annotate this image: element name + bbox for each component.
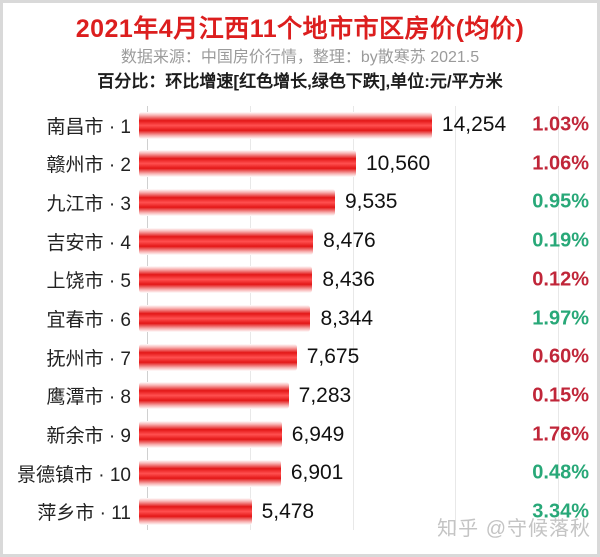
gridline-15000 xyxy=(455,105,457,530)
chart-row: 抚州市 · 7 7,675 0.60% xyxy=(3,338,597,377)
watermark: 知乎 @守候落秋 xyxy=(437,518,591,540)
chart-row: 景德镇市 · 10 6,901 0.48% xyxy=(3,454,597,493)
value-label: 9,535 xyxy=(344,190,398,214)
value-label: 10,560 xyxy=(366,151,431,175)
value-label: 7,675 xyxy=(306,345,360,369)
pct-label: 1.03% xyxy=(532,113,589,136)
value-label: 14,254 xyxy=(441,113,507,137)
value-label: 6,901 xyxy=(290,461,344,485)
pct-label: 0.60% xyxy=(532,345,589,368)
chart-header: 2021年4月江西11个地市市区房价(均价) 数据来源：中国房价行情，整理：by… xyxy=(3,14,597,94)
value-label: 8,476 xyxy=(323,229,376,253)
city-label: 新余市 · 9 xyxy=(46,426,131,448)
city-label: 上饶市 · 5 xyxy=(46,271,131,293)
pct-label: 0.12% xyxy=(532,268,589,291)
gridline-20000 xyxy=(558,105,559,530)
pct-label: 1.97% xyxy=(532,307,589,330)
city-label: 九江市 · 3 xyxy=(46,193,131,215)
bar-track: 9,535 xyxy=(139,183,550,222)
bar-track: 6,949 xyxy=(139,415,550,454)
pct-label: 0.19% xyxy=(532,229,589,252)
bar-chart: 南昌市 · 1 14,254 1.03% 赣州市 · 2 10,560 1.06… xyxy=(3,105,597,532)
chart-row: 新余市 · 9 6,949 1.76% xyxy=(3,415,597,454)
bar-track: 5,478 xyxy=(139,493,550,532)
chart-row: 上饶市 · 5 8,436 0.12% xyxy=(3,260,597,299)
pct-label: 1.76% xyxy=(532,423,589,446)
chart-row: 吉安市 · 4 8,476 0.19% xyxy=(3,222,597,261)
bar xyxy=(139,305,311,333)
bar-track: 14,254 xyxy=(139,106,550,145)
city-label: 宜春市 · 6 xyxy=(46,310,131,332)
bar xyxy=(139,266,313,294)
city-label: 鹰潭市 · 8 xyxy=(46,387,131,409)
chart-title: 2021年4月江西11个地市市区房价(均价) xyxy=(75,15,525,43)
chart-row: 宜春市 · 6 8,344 1.97% xyxy=(3,299,597,338)
value-label: 7,283 xyxy=(298,383,352,407)
chart-row: 南昌市 · 1 14,254 1.03% xyxy=(3,106,597,145)
bar-track: 8,436 xyxy=(139,260,550,299)
bar xyxy=(139,188,335,216)
value-label: 8,436 xyxy=(322,267,375,291)
chart-note-line: 百分比：环比增速[红色增长,绿色下跌],单位:元/平方米 xyxy=(97,71,503,91)
city-label: 赣州市 · 2 xyxy=(46,155,131,177)
bar xyxy=(139,343,297,371)
bar xyxy=(139,459,281,487)
value-label: 5,478 xyxy=(261,499,315,523)
bar xyxy=(139,111,432,139)
city-label: 萍乡市 · 11 xyxy=(37,503,131,525)
value-label: 6,949 xyxy=(291,422,345,446)
bar xyxy=(139,498,252,526)
chart-source-line: 数据来源：中国房价行情，整理：by散寒苏 2021.5 xyxy=(120,49,480,66)
bar xyxy=(139,227,314,255)
bar xyxy=(139,150,356,178)
value-label: 8,344 xyxy=(320,306,374,330)
bar xyxy=(139,382,289,410)
bar-track: 7,675 xyxy=(139,338,550,377)
chart-row: 鹰潭市 · 8 7,283 0.15% xyxy=(3,377,597,416)
bar-track: 8,476 xyxy=(139,222,550,261)
city-label: 吉安市 · 4 xyxy=(46,232,131,254)
pct-label: 1.06% xyxy=(532,152,589,175)
bar-track: 8,344 xyxy=(139,299,550,338)
pct-label: 0.15% xyxy=(532,384,589,407)
city-label: 抚州市 · 7 xyxy=(46,348,131,370)
bar xyxy=(139,421,282,449)
gridline-10000 xyxy=(352,105,354,530)
city-label: 南昌市 · 1 xyxy=(46,116,131,138)
pct-label: 0.48% xyxy=(532,461,589,484)
bar-track: 10,560 xyxy=(139,144,550,183)
chart-row: 九江市 · 3 9,535 0.95% xyxy=(3,183,597,222)
city-label: 景德镇市 · 10 xyxy=(16,464,131,486)
pct-label: 0.95% xyxy=(532,190,589,213)
bar-track: 7,283 xyxy=(139,377,550,416)
bar-track: 6,901 xyxy=(139,454,550,493)
pct-label: 3.34% xyxy=(532,500,589,523)
chart-row: 赣州市 · 2 10,560 1.06% xyxy=(3,144,597,183)
chart-row: 萍乡市 · 11 5,478 3.34% xyxy=(3,493,597,532)
chart-rows: 南昌市 · 1 14,254 1.03% 赣州市 · 2 10,560 1.06… xyxy=(3,106,597,532)
